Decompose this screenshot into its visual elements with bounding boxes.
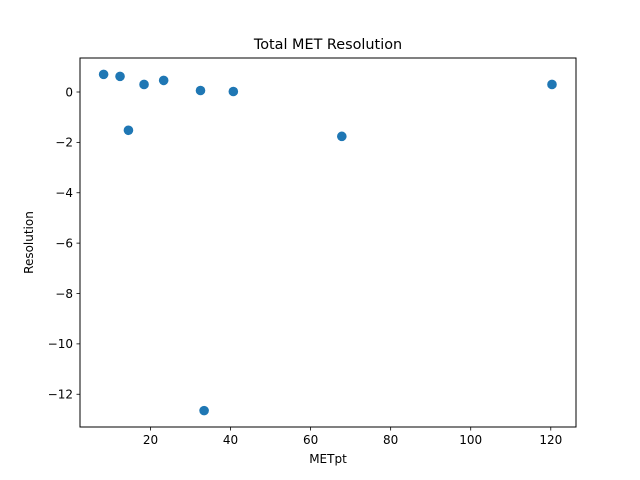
y-tick-label: −4 [55,186,73,200]
x-tick-label: 60 [303,433,318,447]
y-tick-label: −10 [48,337,73,351]
y-tick-label: −6 [55,236,73,250]
data-point [115,71,125,82]
data-point [158,75,169,86]
x-tick-label: 80 [383,433,398,447]
data-point [98,69,109,80]
data-point [139,79,149,90]
x-tick-label: 100 [459,433,482,447]
y-axis-label: Resolution [22,211,36,274]
x-tick-label: 40 [223,433,238,447]
data-point [199,405,209,416]
x-axis-ticks: 20 40 60 80 100 120 [143,427,562,447]
x-tick-label: 20 [143,433,158,447]
plot-area [80,58,576,427]
y-tick-label: 0 [65,85,73,99]
data-points [98,69,557,416]
axes-frame [79,57,577,428]
axes-background [80,58,576,427]
x-axis-label: METpt [309,452,347,466]
chart-title: Total MET Resolution [253,37,402,53]
data-point [337,131,347,142]
data-point [547,79,557,90]
y-axis-ticks: 0 −2 −4 −6 −8 −10 −12 [48,85,80,402]
y-tick-label: −8 [55,287,73,301]
y-tick-label: −12 [48,388,73,402]
data-point [123,125,134,136]
data-point [228,86,239,97]
y-tick-label: −2 [55,136,73,150]
data-point [195,85,206,96]
x-tick-label: 120 [539,433,562,447]
